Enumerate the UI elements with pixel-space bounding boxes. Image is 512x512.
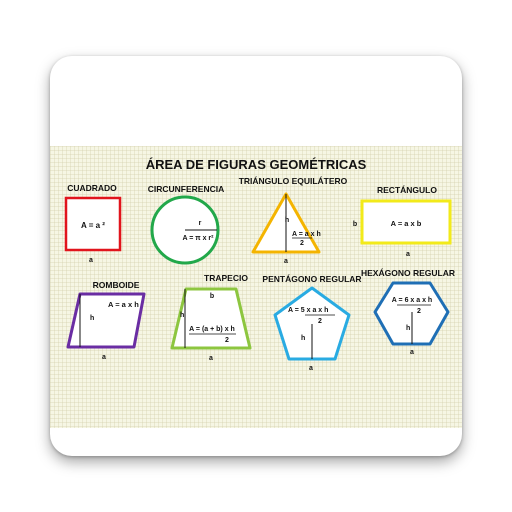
geometry-poster: ÁREA DE FIGURAS GEOMÉTRICAS CUADRADO A =… <box>50 146 462 428</box>
romboid-base-label: a <box>102 354 106 361</box>
hexagon-height-label: h <box>406 325 410 332</box>
trapezoid-top-label: b <box>210 293 214 300</box>
square-label: CUADRADO <box>67 183 117 193</box>
hexagon-figure: HEXÁGONO REGULAR A = 6 x a x h 2 h a <box>361 268 455 356</box>
triangle-formula-den: 2 <box>300 240 304 247</box>
pentagon-base-label: a <box>309 365 313 372</box>
hexagon-base-label: a <box>410 349 414 356</box>
triangle-formula-num: A = a x h <box>292 231 321 238</box>
pentagon-formula-num: A = 5 x a x h <box>288 307 328 314</box>
rectangle-shape <box>360 199 452 245</box>
romboid-figure: ROMBOIDE h A = a x h a <box>66 280 146 361</box>
romboid-label: ROMBOIDE <box>93 280 140 290</box>
square-side-label: a <box>89 257 93 264</box>
poster-graphic: ÁREA DE FIGURAS GEOMÉTRICAS CUADRADO A =… <box>64 157 455 372</box>
square-figure: CUADRADO A = a ² a <box>64 183 122 264</box>
circle-figure: CIRCUNFERENCIA r A = π x r² <box>148 184 225 265</box>
pentagon-figure: PENTÁGONO REGULAR A = 5 x a x h 2 h a <box>262 274 361 372</box>
circle-label: CIRCUNFERENCIA <box>148 184 225 194</box>
hexagon-label: HEXÁGONO REGULAR <box>361 268 455 278</box>
rectangle-formula: A = a x b <box>391 219 422 228</box>
romboid-shape <box>66 292 146 349</box>
circle-formula: A = π x r² <box>183 235 215 242</box>
triangle-height-label: h <box>285 217 289 224</box>
rectangle-side-a: a <box>406 251 410 258</box>
pentagon-label: PENTÁGONO REGULAR <box>262 274 361 284</box>
romboid-height-label: h <box>90 315 94 322</box>
trapezoid-shape <box>170 287 252 350</box>
romboid-formula: A = a x h <box>108 300 139 309</box>
trapezoid-figure: TRAPECIO b h A = (a + b) x h 2 a <box>170 273 252 362</box>
square-formula: A = a ² <box>81 221 105 230</box>
rectangle-label: RECTÁNGULO <box>377 185 437 195</box>
trapezoid-formula-num: A = (a + b) x h <box>189 326 235 333</box>
triangle-base-label: a <box>284 258 288 265</box>
trapezoid-label: TRAPECIO <box>204 273 248 283</box>
rectangle-figure: RECTÁNGULO A = a x b b a <box>353 185 452 258</box>
trapezoid-base-label: a <box>209 355 213 362</box>
pentagon-formula-den: 2 <box>318 318 322 325</box>
triangle-label: TRIÁNGULO EQUILÁTERO <box>239 176 348 186</box>
trapezoid-formula-den: 2 <box>225 337 229 344</box>
square-shape <box>64 196 122 252</box>
poster-title: ÁREA DE FIGURAS GEOMÉTRICAS <box>146 157 367 172</box>
trapezoid-height-label: h <box>180 312 184 319</box>
rectangle-side-b: b <box>353 221 357 228</box>
circle-radius-label: r <box>199 220 202 227</box>
pentagon-height-label: h <box>301 335 305 342</box>
hexagon-formula-den: 2 <box>417 308 421 315</box>
hexagon-formula-num: A = 6 x a x h <box>392 297 432 304</box>
triangle-figure: TRIÁNGULO EQUILÁTERO h A = a x h 2 a <box>239 176 348 265</box>
app-icon[interactable]: ÁREA DE FIGURAS GEOMÉTRICAS CUADRADO A =… <box>50 56 462 456</box>
